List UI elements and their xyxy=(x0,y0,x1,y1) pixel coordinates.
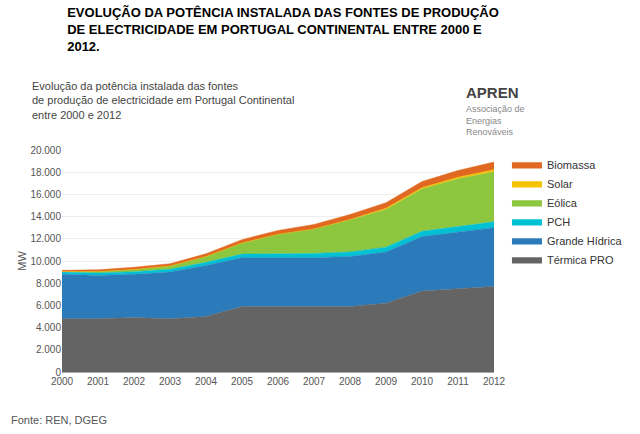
svg-text:Solar: Solar xyxy=(547,178,573,190)
svg-text:2001: 2001 xyxy=(87,376,110,387)
svg-text:Evolução da potência instalada: Evolução da potência instalada das fonte… xyxy=(32,80,294,121)
svg-text:2010: 2010 xyxy=(411,376,434,387)
svg-text:2009: 2009 xyxy=(375,376,398,387)
svg-text:20.000: 20.000 xyxy=(30,145,61,156)
svg-text:Fonte: REN, DGEG: Fonte: REN, DGEG xyxy=(11,414,107,426)
svg-text:Associação deEnergiasRenovávei: Associação deEnergiasRenováveis xyxy=(466,104,525,137)
svg-text:8.000: 8.000 xyxy=(36,278,61,289)
svg-text:4.000: 4.000 xyxy=(36,322,61,333)
svg-text:PCH: PCH xyxy=(547,216,570,228)
svg-text:Térmica PRO: Térmica PRO xyxy=(547,254,614,266)
svg-text:14.000: 14.000 xyxy=(30,211,61,222)
svg-text:2007: 2007 xyxy=(303,376,326,387)
svg-text:2008: 2008 xyxy=(339,376,362,387)
svg-text:2006: 2006 xyxy=(267,376,290,387)
svg-text:6.000: 6.000 xyxy=(36,300,61,311)
svg-text:2.000: 2.000 xyxy=(36,344,61,355)
svg-text:MW: MW xyxy=(16,251,28,271)
svg-text:Eólica: Eólica xyxy=(547,197,578,209)
svg-text:Grande Hídrica: Grande Hídrica xyxy=(547,235,622,247)
svg-text:2003: 2003 xyxy=(159,376,182,387)
svg-text:2011: 2011 xyxy=(447,376,469,387)
svg-text:APREN: APREN xyxy=(466,84,519,101)
svg-text:2000: 2000 xyxy=(51,376,74,387)
svg-text:Biomassa: Biomassa xyxy=(547,159,596,171)
svg-text:2004: 2004 xyxy=(195,376,218,387)
svg-text:16.000: 16.000 xyxy=(30,189,61,200)
svg-text:2005: 2005 xyxy=(231,376,254,387)
svg-text:2002: 2002 xyxy=(123,376,146,387)
svg-text:10.000: 10.000 xyxy=(30,256,61,267)
svg-text:EVOLUÇÃO DA POTÊNCIA INSTALADA: EVOLUÇÃO DA POTÊNCIA INSTALADA DAS FONTE… xyxy=(67,5,499,54)
svg-text:18.000: 18.000 xyxy=(30,167,61,178)
svg-text:2012: 2012 xyxy=(483,376,506,387)
svg-text:0: 0 xyxy=(55,367,61,378)
svg-text:12.000: 12.000 xyxy=(30,233,61,244)
